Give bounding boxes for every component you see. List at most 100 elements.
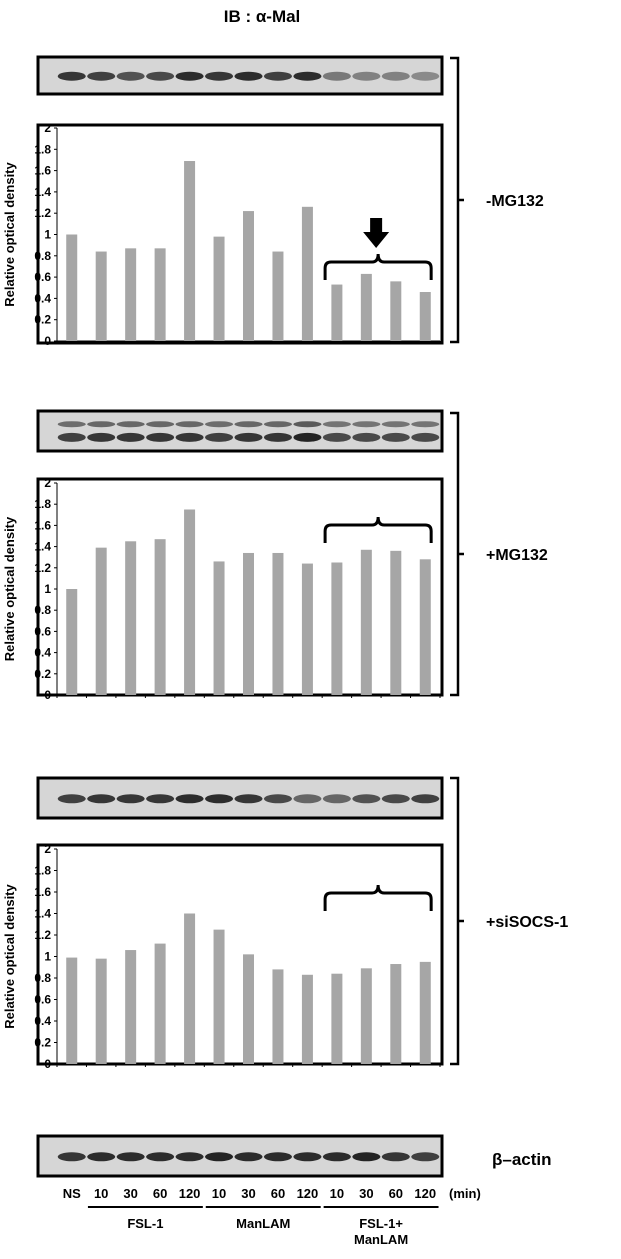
group-label: ManLAM — [354, 1232, 408, 1247]
panel-2-band-lower — [411, 432, 440, 442]
beta-actin-band — [175, 1152, 204, 1162]
panel-2-y-tick-label: 1.8 — [34, 497, 51, 511]
panel-3-bar — [243, 954, 254, 1064]
panel-3-bar — [66, 957, 78, 1064]
panel-3-condition-bracket — [450, 776, 460, 1066]
time-label: 60 — [389, 1186, 403, 1201]
panel-3-bar — [419, 961, 431, 1064]
panel-1-band — [411, 71, 440, 81]
panel-2-band-lower — [57, 432, 86, 442]
panel-1-bar — [66, 234, 78, 341]
panel-2-y-tick-label: 0.8 — [34, 603, 51, 617]
time-label: 10 — [94, 1186, 108, 1201]
panel-3-y-axis-title: Relative optical density — [2, 883, 17, 1028]
panel-3-bar — [95, 958, 107, 1064]
panel-2-band-lower — [234, 432, 263, 442]
panel-2-y-tick-label: 1 — [44, 582, 51, 596]
time-label: 10 — [212, 1186, 226, 1201]
panel-1-chart-frame — [36, 123, 444, 345]
panel-3-band — [234, 794, 263, 804]
panel-2-band-upper — [116, 421, 145, 428]
panel-3-bar — [272, 969, 284, 1064]
beta-actin-band — [322, 1152, 351, 1162]
panel-2-bar — [390, 550, 402, 695]
panel-3-y-tick-label: 0.2 — [34, 1036, 51, 1050]
panel-2-band-upper — [293, 421, 322, 428]
panel-3-band — [57, 794, 86, 804]
panel-1-y-tick-label: 1.4 — [34, 185, 51, 199]
panel-2-band-upper — [263, 421, 292, 428]
panel-2-band-upper — [87, 421, 116, 428]
panel-1-y-tick-label: 0.8 — [34, 249, 51, 263]
panel-2-band-lower — [175, 432, 204, 442]
group-label: FSL-1 — [127, 1216, 163, 1231]
panel-3-band — [116, 794, 145, 804]
panel-3-band — [381, 794, 410, 804]
panel-3-bar — [331, 973, 343, 1064]
panel-3-band — [205, 794, 234, 804]
panel-2-band-lower — [87, 432, 116, 442]
panel-3-bar — [301, 974, 313, 1064]
time-label: 30 — [123, 1186, 137, 1201]
panel-2-y-tick-label: 0.4 — [34, 646, 51, 660]
panel-2-band-lower — [381, 432, 410, 442]
panel-1-bar — [125, 248, 137, 341]
panel-2-bar — [213, 561, 225, 695]
time-label: 60 — [271, 1186, 285, 1201]
beta-actin-band — [352, 1152, 381, 1162]
time-label: 120 — [414, 1186, 436, 1201]
panel-2-y-tick-label: 1.2 — [34, 561, 51, 575]
time-label: 120 — [297, 1186, 319, 1201]
panel-3-bar — [390, 964, 402, 1064]
panel-2-y-tick-label: 2 — [44, 476, 51, 490]
time-label: 30 — [241, 1186, 255, 1201]
panel-3-bar — [213, 929, 225, 1064]
panel-1-band — [87, 71, 116, 81]
panel-1-y-tick-label: 0.2 — [34, 313, 51, 327]
panel-2-bar — [419, 559, 431, 695]
panel-1-y-tick-label: 0 — [44, 334, 51, 348]
panel-1-band — [146, 71, 175, 81]
panel-2-group-brace — [323, 516, 433, 543]
panel-2-bar — [184, 509, 196, 695]
panel-3-condition-label: +siSOCS-1 — [486, 914, 568, 931]
panel-1-band — [205, 71, 234, 81]
panel-3-y-tick-label: 1.4 — [34, 907, 51, 921]
beta-actin-band — [293, 1152, 322, 1162]
panel-1-y-tick-label: 1.6 — [34, 164, 51, 178]
panel-3-y-tick-label: 0 — [44, 1057, 51, 1071]
panel-1-y-tick-label: 1.8 — [34, 142, 51, 156]
time-label: 30 — [359, 1186, 373, 1201]
panel-1-band — [175, 71, 204, 81]
panel-1-bar — [184, 161, 196, 341]
panel-2-bar — [95, 547, 107, 695]
panel-1-y-tick-label: 0.4 — [34, 291, 51, 305]
beta-actin-band — [146, 1152, 175, 1162]
panel-3-y-tick-label: 1.2 — [34, 928, 51, 942]
panel-1-down-arrow — [363, 218, 390, 248]
panel-3-band — [263, 794, 292, 804]
panel-1-bar — [243, 211, 254, 341]
panel-1-band — [234, 71, 263, 81]
panel-1-bar — [419, 292, 431, 341]
panel-2-bar — [360, 549, 372, 695]
panel-2-condition-bracket — [450, 411, 460, 697]
panel-1-band — [381, 71, 410, 81]
beta-actin-band — [116, 1152, 145, 1162]
panel-3-band — [146, 794, 175, 804]
panel-1-condition-bracket — [450, 56, 460, 344]
ns-label: NS — [63, 1186, 81, 1201]
panel-3-y-tick-label: 0.4 — [34, 1014, 51, 1028]
panel-1-bar — [154, 248, 166, 341]
panel-1-bar — [213, 236, 225, 341]
panel-2-band-upper — [352, 421, 381, 428]
panel-2-bar — [331, 562, 343, 695]
beta-actin-band — [263, 1152, 292, 1162]
panel-2-y-tick-label: 1.4 — [34, 540, 51, 554]
panel-2-y-tick-label: 0.2 — [34, 667, 51, 681]
beta-actin-band — [87, 1152, 116, 1162]
panel-2-y-tick-label: 1.6 — [34, 518, 51, 532]
panel-2-band-lower — [293, 432, 322, 442]
panel-1-bar — [301, 206, 313, 341]
